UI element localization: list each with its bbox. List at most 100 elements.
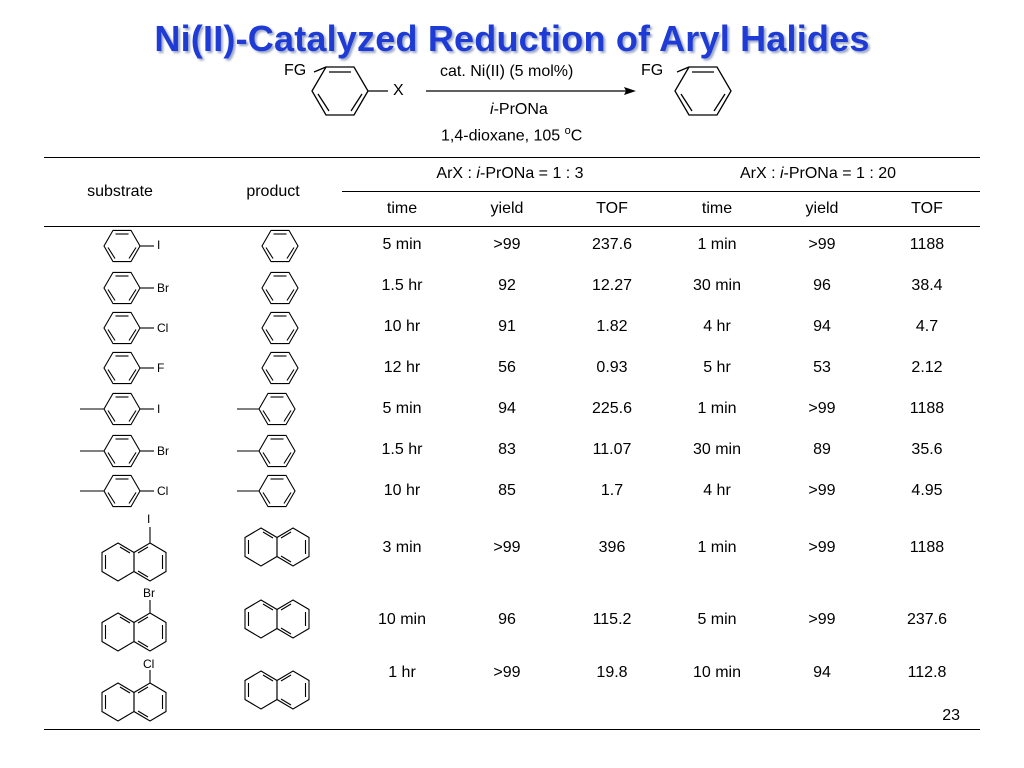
time-cell: 1.5 hr: [381, 277, 423, 294]
substrate-halogen-label: I: [157, 238, 161, 252]
time-cell: 4 hr: [703, 318, 731, 335]
product-benzene-ring: [674, 66, 732, 116]
time-header-1: time: [386, 200, 418, 217]
tof-cell: 1188: [909, 539, 945, 556]
time-cell: 30 min: [692, 277, 742, 294]
yield-cell: 94: [813, 318, 831, 335]
time-cell: 12 hr: [383, 359, 421, 376]
time-cell: 10 hr: [383, 318, 421, 335]
tof-cell: 1.7: [600, 482, 624, 499]
yield-header-1: yield: [490, 200, 524, 217]
tof-cell: 2.12: [911, 359, 943, 376]
product-structure-1: [261, 229, 299, 263]
yield-cell: >99: [493, 664, 521, 681]
substrate-halogen-label: Cl: [143, 657, 155, 671]
substrate-halogen-label: Br: [143, 586, 155, 600]
product-structure-3: [261, 311, 299, 345]
tof-cell: 396: [598, 539, 626, 556]
yield-cell: 53: [813, 359, 831, 376]
tof-cell: 0.93: [596, 359, 628, 376]
yield-cell: >99: [808, 611, 836, 628]
tof-cell: 237.6: [906, 611, 948, 628]
substrate-structure-10: [101, 670, 167, 722]
yield-cell: 83: [498, 441, 516, 458]
substrate-structure-1: [103, 229, 154, 263]
product-structure-8: [244, 527, 310, 567]
time-cell: 5 min: [382, 400, 422, 417]
substrate-structure-8: [101, 527, 167, 582]
time-cell: 10 min: [692, 664, 742, 681]
yield-cell: >99: [493, 539, 521, 556]
yield-cell: 56: [498, 359, 516, 376]
time-cell: 1 min: [697, 539, 737, 556]
tof-cell: 225.6: [591, 400, 633, 417]
reactant-benzene-ring: [311, 66, 388, 116]
yield-cell: >99: [808, 400, 836, 417]
reactant-fg-label: FG: [284, 62, 307, 79]
product-structure-2: [261, 271, 299, 305]
yield-cell: 96: [813, 277, 831, 294]
substrate-halogen-label: Br: [157, 281, 169, 295]
substrate-structure-4: [103, 351, 154, 385]
tof-cell: 35.6: [911, 441, 943, 458]
time-cell: 5 min: [697, 611, 737, 628]
table-top-rule: [44, 157, 980, 158]
conditions-label: 1,4-dioxane, 105 oC: [441, 125, 583, 145]
yield-cell: >99: [808, 482, 836, 499]
product-structure-10: [244, 670, 310, 710]
reaction-arrow: [426, 87, 636, 95]
substrate-structure-3: [103, 311, 154, 345]
time-cell: 5 min: [382, 236, 422, 253]
substrate-structure-6: [80, 434, 154, 468]
header-bottom-rule: [44, 226, 980, 227]
time-header-2: time: [701, 200, 733, 217]
tof-cell: 12.27: [591, 277, 633, 294]
time-cell: 10 min: [377, 611, 427, 628]
substrate-structure-5: [80, 392, 154, 426]
product-structure-5: [237, 392, 296, 426]
yield-cell: 92: [498, 277, 516, 294]
catalyst-label: cat. Ni(II) (5 mol%): [440, 63, 574, 80]
yield-cell: 94: [813, 664, 831, 681]
tof-cell: 19.8: [596, 664, 628, 681]
structure-drawings: [80, 229, 310, 722]
product-structure-6: [237, 434, 296, 468]
yield-cell: 96: [498, 611, 516, 628]
tof-cell: 237.6: [591, 236, 633, 253]
tof-cell: 4.95: [911, 482, 943, 499]
yield-cell: 85: [498, 482, 516, 499]
time-cell: 3 min: [382, 539, 422, 556]
reagent-label: i-PrONa: [490, 101, 548, 118]
substrate-header: substrate: [87, 183, 153, 200]
ratio-1-3-header: ArX : i-PrONa = 1 : 3: [436, 165, 584, 182]
product-structure-9: [244, 599, 310, 639]
time-cell: 1 min: [697, 236, 737, 253]
tof-header-2: TOF: [911, 200, 943, 217]
yield-cell: 89: [813, 441, 831, 458]
tof-cell: 1.82: [596, 318, 628, 335]
group-header-rule: [342, 191, 980, 192]
tof-cell: 1188: [909, 236, 945, 253]
time-cell: 1.5 hr: [381, 441, 423, 458]
slide-title: Ni(II)-Catalyzed Reduction of Aryl Halid…: [154, 18, 870, 59]
substrate-halogen-label: Br: [157, 444, 169, 458]
substrate-halogen-label: F: [157, 361, 165, 375]
product-structure-4: [261, 351, 299, 385]
tof-cell: 11.07: [592, 441, 632, 458]
substrate-structure-7: [80, 474, 154, 508]
yield-cell: 91: [498, 318, 516, 335]
tof-cell: 112.8: [907, 664, 947, 681]
tof-cell: 4.7: [915, 318, 939, 335]
yield-header-2: yield: [805, 200, 839, 217]
yield-cell: >99: [808, 539, 836, 556]
reaction-scheme: [311, 66, 732, 116]
product-header: product: [246, 183, 300, 200]
tof-cell: 38.4: [911, 277, 943, 294]
substrate-halogen-label: Cl: [157, 321, 169, 335]
time-cell: 1 min: [697, 400, 737, 417]
tof-cell: 1188: [909, 400, 945, 417]
substrate-structure-2: [103, 271, 154, 305]
tof-cell: 115.2: [592, 611, 632, 628]
time-cell: 30 min: [692, 441, 742, 458]
reactant-x-label: X: [393, 82, 404, 99]
